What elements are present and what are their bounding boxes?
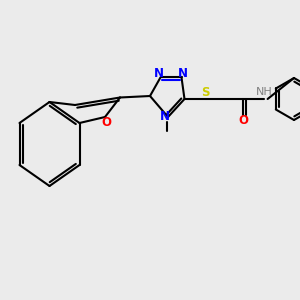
Text: O: O <box>101 116 112 129</box>
Text: N: N <box>159 110 170 124</box>
Text: S: S <box>201 86 210 99</box>
Text: O: O <box>238 114 248 128</box>
Text: NH: NH <box>256 87 273 98</box>
Text: N: N <box>154 67 164 80</box>
Text: N: N <box>178 67 188 80</box>
